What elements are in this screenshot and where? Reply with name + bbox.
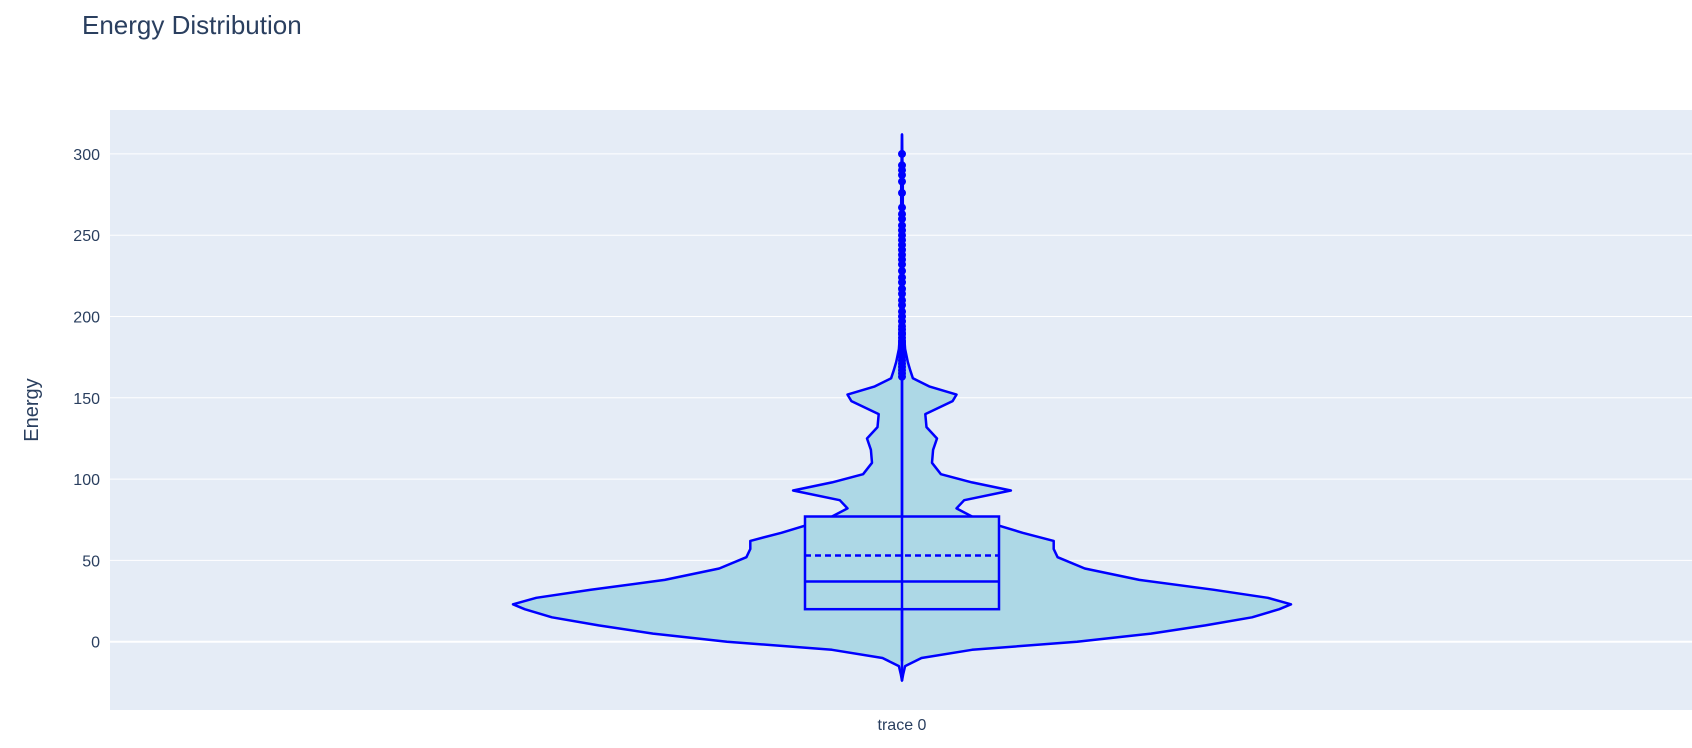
outlier-point-41 — [898, 177, 906, 186]
outlier-point-27 — [898, 266, 906, 275]
violin-trace — [511, 133, 1293, 682]
y-tick-label-50: 50 — [82, 553, 100, 570]
y-axis-ticks: 0 50 100 150 200 250 300 — [73, 147, 100, 652]
y-tick-label-0: 0 — [91, 635, 100, 652]
y-tick-label-300: 300 — [73, 147, 100, 164]
outlier-point-38 — [898, 210, 906, 219]
y-tick-label-100: 100 — [73, 472, 100, 489]
x-axis-ticks: trace 0 — [878, 717, 927, 734]
y-axis-title: Energy — [21, 378, 43, 441]
chart-title: Energy Distribution — [82, 10, 302, 40]
outlier-point-20 — [898, 307, 906, 316]
outlier-point-36 — [898, 221, 906, 230]
x-tick-label-0: trace 0 — [878, 717, 927, 734]
outlier-point-22 — [898, 296, 906, 305]
outlier-point-24 — [898, 284, 906, 293]
y-tick-label-200: 200 — [73, 310, 100, 327]
outlier-point-39 — [898, 203, 906, 212]
y-tick-label-250: 250 — [73, 228, 100, 245]
outlier-point-44 — [898, 161, 906, 170]
outlier-point-45 — [898, 149, 906, 158]
outlier-point-26 — [898, 273, 906, 282]
y-tick-label-150: 150 — [73, 391, 100, 408]
outlier-point-40 — [898, 188, 906, 197]
